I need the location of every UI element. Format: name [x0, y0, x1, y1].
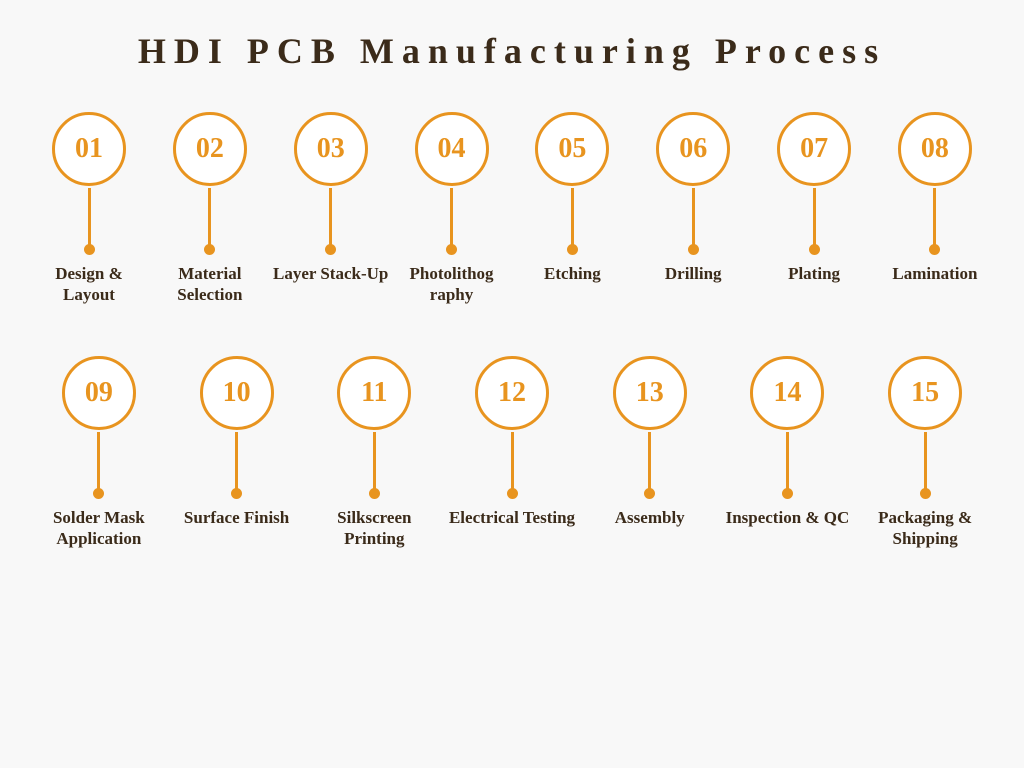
connector-dot [567, 244, 578, 255]
step-label: Layer Stack-Up [273, 263, 388, 284]
step-label: Material Selection [151, 263, 269, 306]
connector [369, 432, 380, 499]
connector-stem [571, 188, 574, 246]
step-label: Solder Mask Application [30, 507, 168, 550]
step-row-1: 01 Design & Layout 02 Material Selection 03 L… [20, 112, 1004, 306]
step-number-circle: 08 [898, 112, 972, 186]
connector [231, 432, 242, 499]
connector [507, 432, 518, 499]
process-step: 04 Photolithog raphy [393, 112, 511, 306]
connector [782, 432, 793, 499]
connector-dot [688, 244, 699, 255]
step-number-circle: 05 [535, 112, 609, 186]
connector [644, 432, 655, 499]
connector [204, 188, 215, 255]
connector [325, 188, 336, 255]
rows-wrapper: 01 Design & Layout 02 Material Selection 03 L… [20, 112, 1004, 549]
process-step: 11 Silkscreen Printing [305, 356, 443, 550]
connector-stem [97, 432, 100, 490]
step-label: Inspection & QC [726, 507, 850, 528]
step-number-circle: 06 [656, 112, 730, 186]
connector [809, 188, 820, 255]
step-number-circle: 04 [415, 112, 489, 186]
process-step: 03 Layer Stack-Up [272, 112, 390, 306]
connector-dot [204, 244, 215, 255]
connector [920, 432, 931, 499]
process-step: 01 Design & Layout [30, 112, 148, 306]
connector-stem [329, 188, 332, 246]
step-number-circle: 14 [750, 356, 824, 430]
connector-stem [933, 188, 936, 246]
connector-stem [692, 188, 695, 246]
connector-stem [813, 188, 816, 246]
connector-dot [809, 244, 820, 255]
step-number-circle: 01 [52, 112, 126, 186]
connector [929, 188, 940, 255]
connector-stem [786, 432, 789, 490]
connector-dot [929, 244, 940, 255]
connector-dot [325, 244, 336, 255]
step-label: Silkscreen Printing [305, 507, 443, 550]
connector-stem [648, 432, 651, 490]
step-number-circle: 13 [613, 356, 687, 430]
connector-stem [450, 188, 453, 246]
step-number-circle: 12 [475, 356, 549, 430]
step-label: Lamination [892, 263, 977, 284]
connector-stem [88, 188, 91, 246]
connector [93, 432, 104, 499]
connector-stem [208, 188, 211, 246]
connector-dot [507, 488, 518, 499]
step-label: Electrical Testing [449, 507, 575, 528]
step-label: Assembly [615, 507, 685, 528]
step-number-circle: 07 [777, 112, 851, 186]
step-number-circle: 10 [200, 356, 274, 430]
connector [688, 188, 699, 255]
process-step: 07 Plating [755, 112, 873, 306]
step-label: Drilling [665, 263, 722, 284]
connector-stem [924, 432, 927, 490]
process-step: 10 Surface Finish [168, 356, 306, 550]
process-step: 13 Assembly [581, 356, 719, 550]
infographic-container: HDI PCB Manufacturing Process 01 Design &… [0, 0, 1024, 768]
process-step: 15 Packaging & Shipping [856, 356, 994, 550]
connector-dot [644, 488, 655, 499]
step-label: Etching [544, 263, 601, 284]
process-step: 08 Lamination [876, 112, 994, 306]
connector-dot [446, 244, 457, 255]
process-step: 09 Solder Mask Application [30, 356, 168, 550]
step-number-circle: 11 [337, 356, 411, 430]
step-label: Plating [788, 263, 840, 284]
step-number-circle: 03 [294, 112, 368, 186]
connector-dot [93, 488, 104, 499]
process-step: 06 Drilling [634, 112, 752, 306]
step-number-circle: 09 [62, 356, 136, 430]
process-step: 14 Inspection & QC [719, 356, 857, 550]
connector-dot [84, 244, 95, 255]
connector-dot [782, 488, 793, 499]
step-number-circle: 02 [173, 112, 247, 186]
connector-dot [369, 488, 380, 499]
process-step: 05 Etching [513, 112, 631, 306]
step-number-circle: 15 [888, 356, 962, 430]
connector [84, 188, 95, 255]
connector-dot [231, 488, 242, 499]
connector [446, 188, 457, 255]
connector-dot [920, 488, 931, 499]
connector-stem [511, 432, 514, 490]
connector-stem [373, 432, 376, 490]
process-step: 02 Material Selection [151, 112, 269, 306]
step-row-2: 09 Solder Mask Application 10 Surface Finis… [20, 356, 1004, 550]
step-label: Design & Layout [30, 263, 148, 306]
page-title: HDI PCB Manufacturing Process [20, 30, 1004, 72]
connector-stem [235, 432, 238, 490]
step-label: Packaging & Shipping [856, 507, 994, 550]
step-label: Photolithog raphy [393, 263, 511, 306]
process-step: 12 Electrical Testing [443, 356, 581, 550]
connector [567, 188, 578, 255]
step-label: Surface Finish [184, 507, 289, 528]
